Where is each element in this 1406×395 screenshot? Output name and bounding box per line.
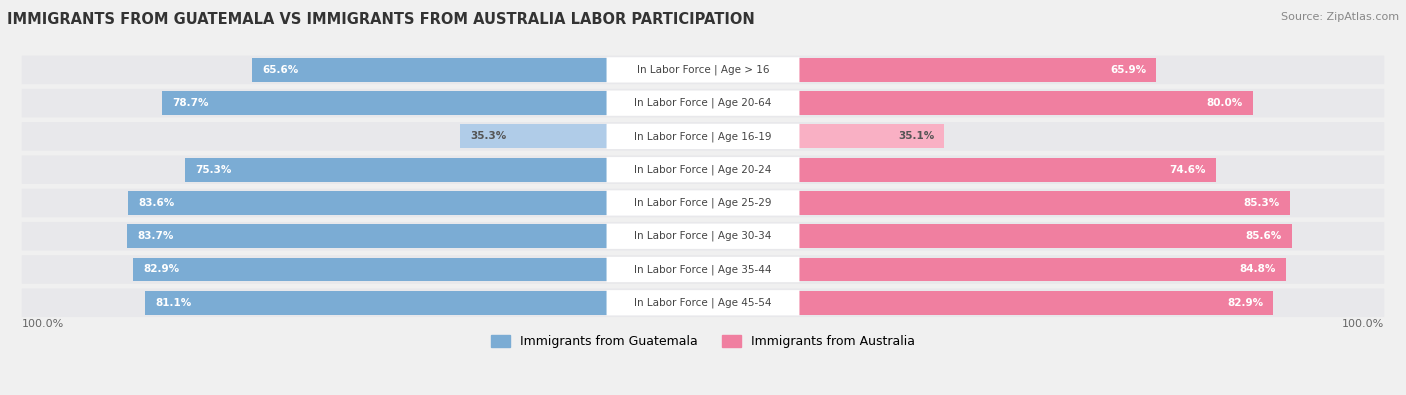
- Text: 85.6%: 85.6%: [1246, 231, 1282, 241]
- Text: 100.0%: 100.0%: [22, 320, 65, 329]
- FancyBboxPatch shape: [606, 90, 800, 116]
- FancyBboxPatch shape: [21, 222, 1385, 250]
- Text: 78.7%: 78.7%: [172, 98, 208, 108]
- Bar: [703, 291, 1274, 315]
- Text: 65.9%: 65.9%: [1109, 65, 1146, 75]
- FancyBboxPatch shape: [21, 189, 1385, 217]
- Bar: [186, 158, 703, 182]
- Bar: [162, 91, 703, 115]
- Text: 35.1%: 35.1%: [898, 132, 934, 141]
- Text: 81.1%: 81.1%: [155, 298, 191, 308]
- Text: 83.6%: 83.6%: [138, 198, 174, 208]
- Text: In Labor Force | Age 25-29: In Labor Force | Age 25-29: [634, 198, 772, 208]
- FancyBboxPatch shape: [21, 288, 1385, 317]
- Text: In Labor Force | Age 35-44: In Labor Force | Age 35-44: [634, 264, 772, 275]
- Bar: [703, 224, 1292, 248]
- Text: In Labor Force | Age 30-34: In Labor Force | Age 30-34: [634, 231, 772, 241]
- Text: 83.7%: 83.7%: [138, 231, 174, 241]
- Text: In Labor Force | Age 20-24: In Labor Force | Age 20-24: [634, 164, 772, 175]
- Text: IMMIGRANTS FROM GUATEMALA VS IMMIGRANTS FROM AUSTRALIA LABOR PARTICIPATION: IMMIGRANTS FROM GUATEMALA VS IMMIGRANTS …: [7, 12, 755, 27]
- FancyBboxPatch shape: [606, 124, 800, 149]
- Text: Source: ZipAtlas.com: Source: ZipAtlas.com: [1281, 12, 1399, 22]
- Text: 35.3%: 35.3%: [471, 132, 506, 141]
- FancyBboxPatch shape: [21, 255, 1385, 284]
- Text: In Labor Force | Age 45-54: In Labor Force | Age 45-54: [634, 297, 772, 308]
- Bar: [703, 58, 1156, 82]
- Text: 84.8%: 84.8%: [1240, 265, 1277, 275]
- Text: 74.6%: 74.6%: [1170, 165, 1206, 175]
- Text: In Labor Force | Age > 16: In Labor Force | Age > 16: [637, 65, 769, 75]
- Bar: [460, 124, 703, 149]
- FancyBboxPatch shape: [21, 155, 1385, 184]
- Text: 75.3%: 75.3%: [195, 165, 232, 175]
- Bar: [128, 191, 703, 215]
- FancyBboxPatch shape: [21, 89, 1385, 117]
- Bar: [127, 224, 703, 248]
- Legend: Immigrants from Guatemala, Immigrants from Australia: Immigrants from Guatemala, Immigrants fr…: [486, 330, 920, 354]
- Bar: [703, 158, 1216, 182]
- Bar: [132, 258, 703, 282]
- Bar: [703, 258, 1286, 282]
- FancyBboxPatch shape: [606, 290, 800, 315]
- Text: In Labor Force | Age 20-64: In Labor Force | Age 20-64: [634, 98, 772, 108]
- Text: 65.6%: 65.6%: [262, 65, 298, 75]
- FancyBboxPatch shape: [606, 190, 800, 216]
- Bar: [703, 191, 1289, 215]
- Bar: [145, 291, 703, 315]
- FancyBboxPatch shape: [606, 57, 800, 83]
- Bar: [703, 91, 1253, 115]
- Bar: [252, 58, 703, 82]
- Text: In Labor Force | Age 16-19: In Labor Force | Age 16-19: [634, 131, 772, 142]
- Text: 80.0%: 80.0%: [1206, 98, 1243, 108]
- FancyBboxPatch shape: [606, 157, 800, 182]
- FancyBboxPatch shape: [21, 56, 1385, 84]
- Text: 100.0%: 100.0%: [1341, 320, 1384, 329]
- FancyBboxPatch shape: [21, 122, 1385, 151]
- Text: 82.9%: 82.9%: [143, 265, 179, 275]
- Bar: [703, 124, 945, 149]
- FancyBboxPatch shape: [606, 224, 800, 249]
- FancyBboxPatch shape: [606, 257, 800, 282]
- Text: 85.3%: 85.3%: [1243, 198, 1279, 208]
- Text: 82.9%: 82.9%: [1227, 298, 1263, 308]
